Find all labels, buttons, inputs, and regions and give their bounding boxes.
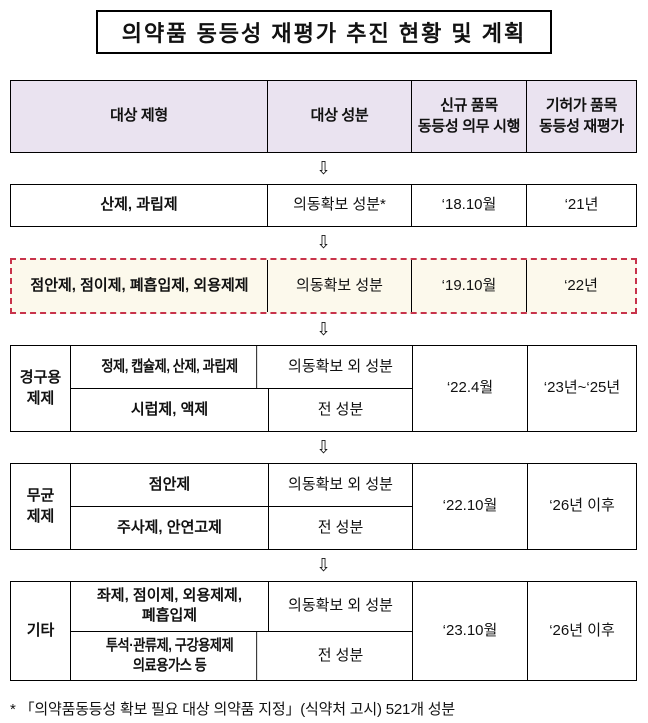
subrow: 좌제, 점이제, 외용제제, 폐흡입제 의동확보 외 성분 bbox=[71, 582, 412, 632]
table-header-row: 대상 제형 대상 성분 신규 품목 동등성 의무 시행 기허가 품목 동등성 재… bbox=[10, 80, 637, 153]
row-eyedrops-highlighted: 점안제, 점이제, 폐흡입제, 외용제제 의동확보 성분 ‘19.10월 ‘22… bbox=[10, 258, 637, 314]
row-powder-granule: 산제, 과립제 의동확보 성분* ‘18.10월 ‘21년 bbox=[10, 184, 637, 227]
cell-ingredient: 전 성분 bbox=[317, 518, 364, 536]
cell-ingredient: 의동확보 외 성분 bbox=[288, 357, 393, 375]
cell-start-date: ‘22.4월 bbox=[413, 346, 528, 431]
header-target-dosage-form: 대상 제형 bbox=[11, 81, 268, 152]
subrow: 시럽제, 액제 전 성분 bbox=[71, 389, 412, 431]
cell-ingredient: 의동확보 성분* bbox=[268, 185, 412, 226]
cell-dosage-form: 점안제 bbox=[71, 464, 269, 506]
cell-dosage-form: 정제, 캡슐제, 산제, 과립제 bbox=[83, 346, 258, 388]
header-approved-item-reeval: 기허가 품목 동등성 재평가 bbox=[539, 97, 624, 135]
down-arrow-icon: ⇩ bbox=[316, 319, 331, 339]
cell-dosage-form: 산제, 과립제 bbox=[11, 185, 268, 226]
cell-start-date: ‘22.10월 bbox=[413, 464, 528, 549]
page-title: 의약품 동등성 재평가 추진 현황 및 계획 bbox=[95, 10, 553, 54]
cell-ingredient: 의동확보 외 성분 bbox=[288, 597, 393, 615]
subrow: 주사제, 안연고제 전 성분 bbox=[71, 507, 412, 549]
cell-start-date: ‘23.10월 bbox=[413, 582, 528, 680]
row-group-etc: 기타 좌제, 점이제, 외용제제, 폐흡입제 의동확보 외 성분 투석·관류제,… bbox=[10, 581, 637, 681]
cell-reeval-date: ‘26년 이후 bbox=[549, 497, 615, 515]
cell-ingredient: 전 성분 bbox=[317, 646, 364, 664]
subrow: 점안제 의동확보 외 성분 bbox=[71, 464, 412, 507]
cell-dosage-form: 주사제, 안연고제 bbox=[71, 507, 269, 549]
down-arrow-icon: ⇩ bbox=[316, 232, 331, 252]
cell-ingredient: 전 성분 bbox=[317, 400, 364, 418]
cell-dosage-form: 점안제, 점이제, 폐흡입제, 외용제제 bbox=[12, 260, 268, 312]
row-group-oral: 경구용 제제 정제, 캡슐제, 산제, 과립제 의동확보 외 성분 시럽제, 액… bbox=[10, 345, 637, 432]
footnote: * 「의약품동등성 확보 필요 대상 의약품 지정」(식약처 고시) 521개 … bbox=[10, 701, 455, 718]
subgrid-sterile: 점안제 의동확보 외 성분 주사제, 안연고제 전 성분 bbox=[71, 464, 413, 549]
subgrid-oral: 정제, 캡슐제, 산제, 과립제 의동확보 외 성분 시럽제, 액제 전 성분 bbox=[71, 346, 413, 431]
cell-ingredient: 의동확보 외 성분 bbox=[288, 475, 393, 493]
header-target-ingredient: 대상 성분 bbox=[268, 81, 412, 152]
down-arrow-icon: ⇩ bbox=[316, 555, 331, 575]
down-arrow-icon: ⇩ bbox=[316, 437, 331, 457]
cell-reeval-date: ‘26년 이후 bbox=[549, 621, 615, 639]
subgrid-etc: 좌제, 점이제, 외용제제, 폐흡입제 의동확보 외 성분 투석·관류제, 구강… bbox=[71, 582, 413, 680]
cell-reeval-date: ‘22년 bbox=[564, 276, 598, 294]
row-group-sterile: 무균 제제 점안제 의동확보 외 성분 주사제, 안연고제 전 성분 ‘22.1… bbox=[10, 463, 637, 550]
cell-ingredient: 의동확보 성분 bbox=[268, 260, 412, 312]
down-arrow-icon: ⇩ bbox=[316, 158, 331, 178]
group-label: 기타 bbox=[11, 582, 71, 680]
cell-dosage-form: 투석·관류제, 구강용제제 의료용가스 등 bbox=[83, 631, 258, 680]
equivalence-table: 대상 제형 대상 성분 신규 품목 동등성 의무 시행 기허가 품목 동등성 재… bbox=[10, 80, 637, 681]
cell-reeval-date: ‘21년 bbox=[564, 196, 599, 214]
subrow: 투석·관류제, 구강용제제 의료용가스 등 전 성분 bbox=[71, 631, 412, 680]
cell-start-date: ‘19.10월 bbox=[412, 260, 527, 312]
cell-reeval-date: ‘23년~‘25년 bbox=[543, 379, 621, 397]
cell-dosage-form: 좌제, 점이제, 외용제제, 폐흡입제 bbox=[71, 582, 269, 631]
subrow: 정제, 캡슐제, 산제, 과립제 의동확보 외 성분 bbox=[71, 346, 412, 389]
header-new-item-mandatory: 신규 품목 동등성 의무 시행 bbox=[412, 81, 527, 152]
group-label: 무균 제제 bbox=[11, 464, 71, 549]
cell-start-date: ‘18.10월 bbox=[412, 185, 527, 226]
cell-dosage-form: 시럽제, 액제 bbox=[71, 389, 269, 431]
group-label: 경구용 제제 bbox=[11, 346, 71, 431]
